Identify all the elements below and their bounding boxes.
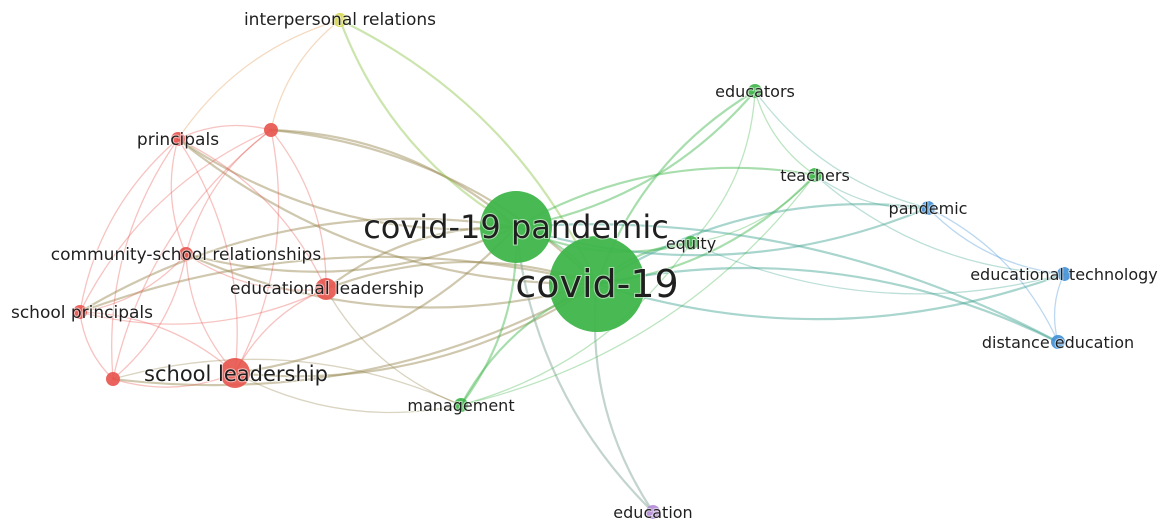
edge-covid-19--unlabeled-red [269, 128, 599, 286]
node-unlabeled-red[interactable] [264, 123, 278, 137]
edge-teachers--equity [690, 174, 816, 244]
edge-unlabeled-red--interpersonal-relations [270, 19, 341, 131]
edge-covid-19-pandemic--distance-education [514, 223, 1060, 344]
edge-covid-19-pandemic--pandemic [514, 206, 930, 257]
edge-unlabeled-red--school-principals [79, 129, 272, 313]
edge-covid-19--school-principals [78, 255, 599, 314]
node-educational-leadership[interactable] [315, 278, 337, 300]
node-label-educators: educators [715, 82, 795, 101]
edge-pandemic--distance-education [927, 207, 1059, 343]
edge-covid-19--school-leadership [233, 282, 599, 378]
label-layer: interpersonal relations principals communi… [10, 9, 1159, 521]
edge-covid-19--principals [176, 137, 599, 286]
edge-unlabeled-red-2--management [112, 358, 462, 406]
node-principals[interactable] [171, 132, 185, 146]
edge-principals--unlabeled-red-2 [111, 138, 179, 380]
edge-covid-19-pandemic--principals [176, 137, 518, 231]
edge-teachers--pandemic [814, 174, 929, 210]
node-label-education: education [613, 503, 692, 521]
edge-unlabeled-red--educational-leadership [270, 129, 327, 290]
node-community-school-relationships[interactable] [179, 247, 193, 261]
edge-covid-19--interpersonal-relations [338, 18, 599, 286]
node-label-pandemic: pandemic [889, 199, 968, 218]
node-educators[interactable] [748, 84, 762, 98]
node-label-distance-education: distance education [982, 333, 1134, 352]
node-label-covid-19-pandemic: covid-19 pandemic [363, 208, 669, 246]
node-label-management: management [407, 396, 514, 415]
edge-covid-19--community-school-relationships [184, 252, 599, 309]
edge-educators--pandemic [754, 90, 929, 209]
edge-covid-19-pandemic--school-principals [78, 217, 518, 314]
edge-covid-19-pandemic--educators [514, 89, 757, 229]
node-school-leadership[interactable] [220, 358, 250, 388]
edge-principals--school-leadership [177, 138, 238, 374]
node-pandemic[interactable] [921, 201, 935, 215]
edge-covid-19--distance-education [595, 266, 1060, 344]
edge-community-school-relationships--unlabeled-red-2 [112, 253, 187, 380]
edge-unlabeled-red--school-leadership [234, 129, 280, 374]
node-educational-technology[interactable] [1057, 267, 1071, 281]
edge-covid-19-pandemic--teachers [514, 166, 817, 229]
edge-principals--school-principals [79, 138, 179, 313]
edge-covid-19-pandemic--school-leadership [233, 225, 518, 375]
edge-educators--teachers [754, 90, 816, 176]
edge-covid-19-pandemic--community-school-relationships [184, 225, 518, 273]
node-covid-19[interactable] [549, 236, 645, 332]
node-interpersonal-relations[interactable] [333, 13, 347, 27]
node-covid-19-pandemic[interactable] [480, 191, 552, 263]
node-teachers[interactable] [808, 168, 822, 182]
edge-covid-19-pandemic--interpersonal-relations [338, 18, 518, 229]
edge-principals--community-school-relationships [170, 138, 187, 255]
edge-community-school-relationships--educational-leadership [185, 253, 327, 291]
edge-principals--interpersonal-relations [177, 19, 341, 140]
node-label-interpersonal-relations: interpersonal relations [244, 10, 436, 30]
edge-school-principals--unlabeled-red-2 [79, 311, 114, 380]
node-label-school-principals: school principals [11, 303, 153, 323]
node-label-community-school-relationships: community-school relationships [51, 245, 322, 265]
edge-educational-leadership--school-principals [79, 288, 327, 325]
edge-school-principals--school-leadership [79, 311, 236, 374]
node-label-covid-19: covid-19 [515, 262, 678, 306]
edge-educational-leadership--management [325, 288, 462, 406]
edge-principals--unlabeled-red [177, 124, 272, 140]
node-label-equity: equity [666, 234, 716, 253]
edge-educators--equity [690, 90, 756, 244]
edge-covid-19-pandemic--education [514, 225, 655, 514]
edge-community-school-relationships--school-principals [79, 253, 187, 313]
node-label-school-leadership: school leadership [144, 362, 328, 386]
edge-pandemic--educational-technology [927, 207, 1065, 275]
edge-unlabeled-red--unlabeled-red-2 [112, 129, 272, 380]
node-layer [73, 13, 1071, 519]
edge-school-leadership--management [234, 372, 462, 414]
edge-educational-technology--equity [690, 242, 1065, 295]
edge-covid-19--unlabeled-red-2 [111, 282, 599, 387]
node-label-educational-leadership: educational leadership [230, 279, 424, 299]
edge-teachers--educational-technology [814, 174, 1065, 275]
edge-teachers--management [460, 174, 816, 406]
edge-educational-technology--distance-education [1053, 273, 1065, 343]
node-label-principals: principals [137, 130, 219, 150]
node-label-teachers: teachers [780, 166, 850, 185]
node-distance-education[interactable] [1051, 335, 1065, 349]
node-education[interactable] [646, 505, 660, 519]
node-management[interactable] [454, 398, 468, 412]
edge-unlabeled-red--community-school-relationships [185, 129, 272, 255]
edge-equity--management [460, 242, 692, 406]
node-school-principals[interactable] [73, 305, 87, 319]
node-unlabeled-red-2[interactable] [106, 372, 120, 386]
edge-principals--educational-leadership [177, 138, 327, 290]
edge-layer [78, 18, 1066, 514]
edge-covid-19--educational-technology [595, 272, 1066, 321]
node-label-educational-technology: educational technology [970, 265, 1158, 284]
node-equity[interactable] [684, 236, 698, 250]
